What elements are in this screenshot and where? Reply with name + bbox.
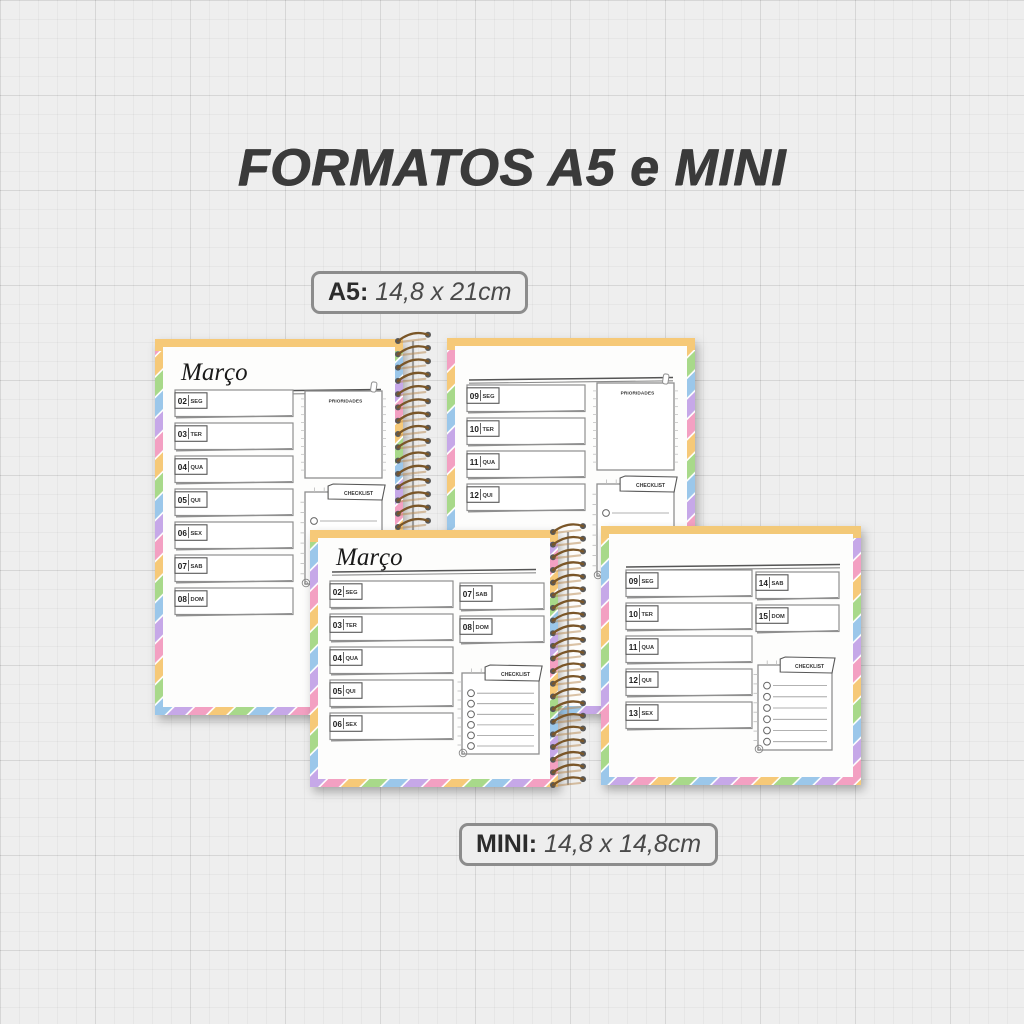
svg-text:SEG: SEG — [483, 394, 496, 400]
svg-text:QUA: QUA — [346, 656, 359, 662]
svg-text:08: 08 — [463, 623, 473, 632]
svg-text:QUA: QUA — [483, 460, 496, 466]
svg-text:10: 10 — [629, 610, 639, 619]
svg-text:DOM: DOM — [772, 614, 786, 620]
svg-text:TER: TER — [483, 427, 494, 433]
svg-text:13: 13 — [629, 709, 639, 718]
svg-text:03: 03 — [333, 621, 343, 630]
svg-text:QUI: QUI — [346, 689, 357, 695]
svg-text:QUI: QUI — [642, 678, 653, 684]
svg-text:SEX: SEX — [191, 531, 203, 537]
svg-text:05: 05 — [333, 687, 343, 696]
svg-text:Março: Março — [335, 544, 403, 571]
svg-text:QUI: QUI — [191, 498, 202, 504]
svg-text:SEX: SEX — [346, 722, 358, 728]
svg-text:QUI: QUI — [483, 493, 494, 499]
svg-text:12: 12 — [629, 676, 639, 685]
svg-text:SEG: SEG — [191, 399, 204, 405]
svg-text:DOM: DOM — [476, 625, 490, 631]
svg-text:TER: TER — [642, 612, 653, 618]
svg-text:11: 11 — [629, 643, 638, 652]
svg-text:SEG: SEG — [642, 579, 655, 585]
svg-text:09: 09 — [470, 392, 480, 401]
svg-text:TER: TER — [191, 432, 202, 438]
svg-text:14: 14 — [759, 579, 769, 588]
svg-text:TER: TER — [346, 623, 357, 629]
svg-text:PRIORIDADES: PRIORIDADES — [329, 399, 363, 404]
svg-text:DOM: DOM — [191, 597, 205, 603]
svg-text:CHECKLIST: CHECKLIST — [344, 491, 374, 497]
svg-text:SEX: SEX — [642, 711, 654, 717]
svg-text:09: 09 — [629, 577, 639, 586]
svg-text:CHECKLIST: CHECKLIST — [636, 483, 666, 489]
svg-text:05: 05 — [178, 496, 188, 505]
svg-text:11: 11 — [470, 458, 479, 467]
svg-text:SAB: SAB — [476, 592, 488, 598]
svg-text:CHECKLIST: CHECKLIST — [501, 672, 531, 678]
svg-text:CHECKLIST: CHECKLIST — [795, 664, 825, 670]
svg-text:04: 04 — [333, 654, 343, 663]
svg-text:02: 02 — [178, 397, 188, 406]
svg-text:Março: Março — [180, 359, 248, 386]
svg-text:07: 07 — [178, 562, 188, 571]
svg-text:02: 02 — [333, 588, 343, 597]
svg-text:08: 08 — [178, 595, 188, 604]
svg-text:06: 06 — [333, 720, 343, 729]
svg-text:15: 15 — [759, 612, 769, 621]
svg-text:06: 06 — [178, 529, 188, 538]
svg-text:10: 10 — [470, 425, 480, 434]
svg-text:12: 12 — [470, 491, 480, 500]
svg-text:SAB: SAB — [772, 581, 784, 587]
svg-text:SAB: SAB — [191, 564, 203, 570]
svg-text:SEG: SEG — [346, 590, 359, 596]
svg-text:04: 04 — [178, 463, 188, 472]
svg-text:QUA: QUA — [642, 645, 655, 651]
svg-text:03: 03 — [178, 430, 188, 439]
svg-text:PRIORIDADES: PRIORIDADES — [621, 391, 655, 396]
svg-text:07: 07 — [463, 590, 473, 599]
svg-text:QUA: QUA — [191, 465, 204, 471]
